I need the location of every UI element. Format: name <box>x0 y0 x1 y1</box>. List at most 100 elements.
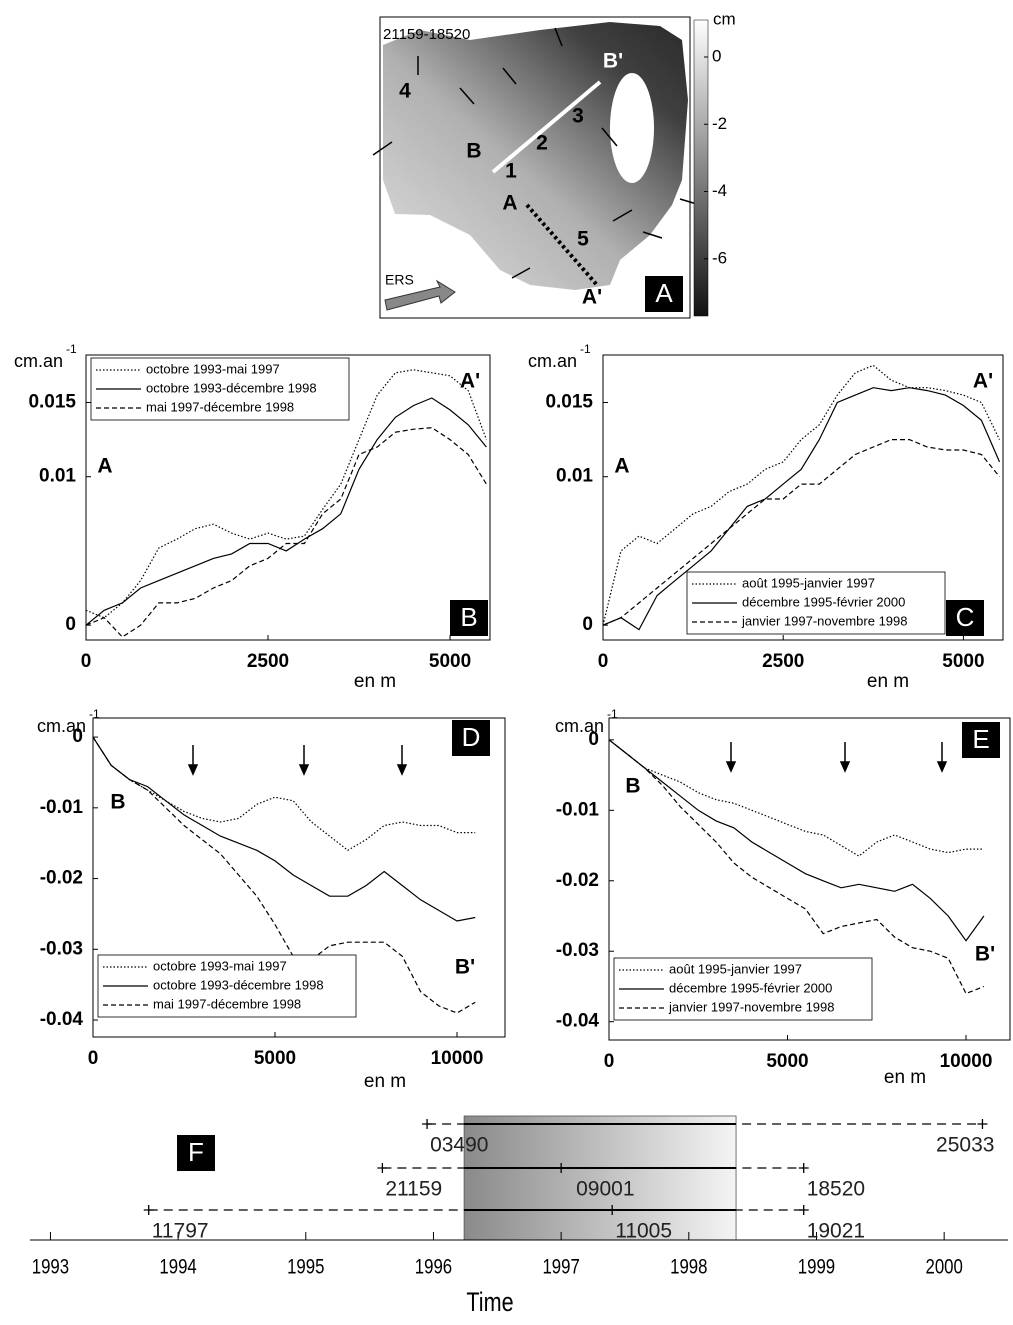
acquisition-marker <box>143 1205 154 1215</box>
data-line <box>602 387 1001 631</box>
legend-label: mai 1997-décembre 1998 <box>146 399 294 414</box>
x-tick-label: 0 <box>598 651 609 672</box>
x-tick-label: 2500 <box>762 651 804 672</box>
data-line <box>85 427 487 638</box>
x-tick-label: 5000 <box>766 1051 808 1072</box>
x-axis-label: en m <box>364 1071 406 1092</box>
profile-end-label: B <box>625 775 640 798</box>
acquisition-marker <box>607 1205 618 1215</box>
profile-end-label: A <box>614 455 629 478</box>
data-line <box>608 739 985 995</box>
legend-label: octobre 1993-mai 1997 <box>146 361 280 376</box>
x-tick-label: 1996 <box>415 1256 452 1279</box>
acquisition-label: 11797 <box>152 1220 209 1243</box>
panel-label-box <box>450 600 488 636</box>
acquisition-marker <box>798 1163 809 1173</box>
colorbar-tick-label: -6 <box>712 248 727 267</box>
data-line <box>602 439 1000 626</box>
legend-label: janvier 1997-novembre 1998 <box>668 999 835 1014</box>
zone-label: 5 <box>577 228 589 251</box>
profile-bb <box>491 80 602 174</box>
colorbar-tick-label: -2 <box>712 114 727 133</box>
acquisition-label: 19021 <box>807 1220 865 1243</box>
x-tick-label: 2500 <box>247 651 289 672</box>
x-tick-label: 1993 <box>32 1256 69 1279</box>
y-tick-label: 0.015 <box>28 392 76 413</box>
zone-label: 4 <box>399 80 411 103</box>
data-line <box>602 364 1001 626</box>
x-tick-label: 5000 <box>254 1048 296 1069</box>
acquisition-marker <box>977 1119 988 1129</box>
x-axis-label: en m <box>867 671 909 692</box>
y-tick-label: -0.03 <box>556 940 599 961</box>
profile-label: B' <box>603 50 623 73</box>
data-line <box>85 397 487 626</box>
acquisition-label: 18520 <box>807 1178 865 1201</box>
x-tick-label: 1999 <box>798 1256 835 1279</box>
profile-end-label: A <box>97 455 112 478</box>
y-tick-label: -0.03 <box>40 938 83 959</box>
zone-label: 2 <box>536 132 548 155</box>
panel-label-box <box>177 1135 215 1171</box>
y-axis-label: cm.an <box>528 351 577 371</box>
x-tick-label: 1998 <box>670 1256 707 1279</box>
y-tick-label: 0 <box>65 614 76 635</box>
plot-frame <box>608 717 1011 1041</box>
y-axis-label-exponent: -1 <box>607 707 618 721</box>
y-tick-label: -0.04 <box>40 1009 84 1030</box>
y-axis-label: cm.an <box>555 716 604 736</box>
y-tick-label: 0.01 <box>556 466 593 487</box>
ers-arrow <box>384 279 456 311</box>
x-tick-label: 10000 <box>431 1048 484 1069</box>
profile-label: B <box>466 140 481 163</box>
x-tick-label: 0 <box>88 1048 99 1069</box>
x-tick-label: 0 <box>81 651 92 672</box>
y-tick-label: 0 <box>588 729 599 750</box>
highlight-span <box>463 1115 737 1241</box>
panel-label: B <box>460 602 477 632</box>
profile-label: A' <box>582 286 602 309</box>
plot-frame <box>602 354 1004 641</box>
legend-label: octobre 1993-mai 1997 <box>153 958 287 973</box>
panel-label-box <box>962 722 1000 758</box>
acquisition-label: 25033 <box>936 1134 994 1157</box>
legend-label: mai 1997-décembre 1998 <box>153 996 301 1011</box>
map-surface <box>383 22 688 290</box>
y-axis-label: cm.an <box>37 716 86 736</box>
y-tick-label: -0.02 <box>40 868 83 889</box>
profile-end-label: A' <box>973 370 993 393</box>
x-tick-label: 5000 <box>942 651 984 672</box>
x-tick-label: 5000 <box>429 651 471 672</box>
profile-label: A <box>502 192 517 215</box>
data-line <box>92 736 476 922</box>
legend-label: décembre 1995-février 2000 <box>669 980 832 995</box>
legend-label: octobre 1993-décembre 1998 <box>153 977 324 992</box>
y-axis-label-exponent: -1 <box>580 342 591 356</box>
acquisition-marker <box>798 1205 809 1215</box>
y-tick-label: -0.01 <box>40 797 84 818</box>
panel-label: D <box>462 722 481 752</box>
panel-label-box <box>946 600 984 636</box>
profile-end-label: A' <box>460 370 480 393</box>
map-arrows <box>372 27 701 279</box>
acquisition-marker <box>556 1163 567 1173</box>
acquisition-label: 03490 <box>430 1134 488 1157</box>
y-tick-label: 0.01 <box>39 466 76 487</box>
panel-label: C <box>956 602 975 632</box>
data-line <box>608 739 984 857</box>
satellite-label: ERS <box>385 272 414 288</box>
acquisition-label: 21159 <box>385 1178 442 1201</box>
data-line <box>608 739 985 942</box>
x-tick-label: 0 <box>604 1051 615 1072</box>
map-title: 21159-18520 <box>383 26 470 43</box>
x-tick-label: 10000 <box>940 1051 993 1072</box>
position-arrows <box>187 742 948 776</box>
y-axis-label-exponent: -1 <box>89 707 100 721</box>
legend-label: août 1995-janvier 1997 <box>742 575 875 590</box>
acquisition-label: 09001 <box>576 1178 634 1201</box>
x-axis-label: en m <box>354 671 396 692</box>
x-axis-label: en m <box>884 1067 926 1088</box>
profile-end-label: B' <box>455 956 475 979</box>
y-tick-label: 0.015 <box>545 392 593 413</box>
